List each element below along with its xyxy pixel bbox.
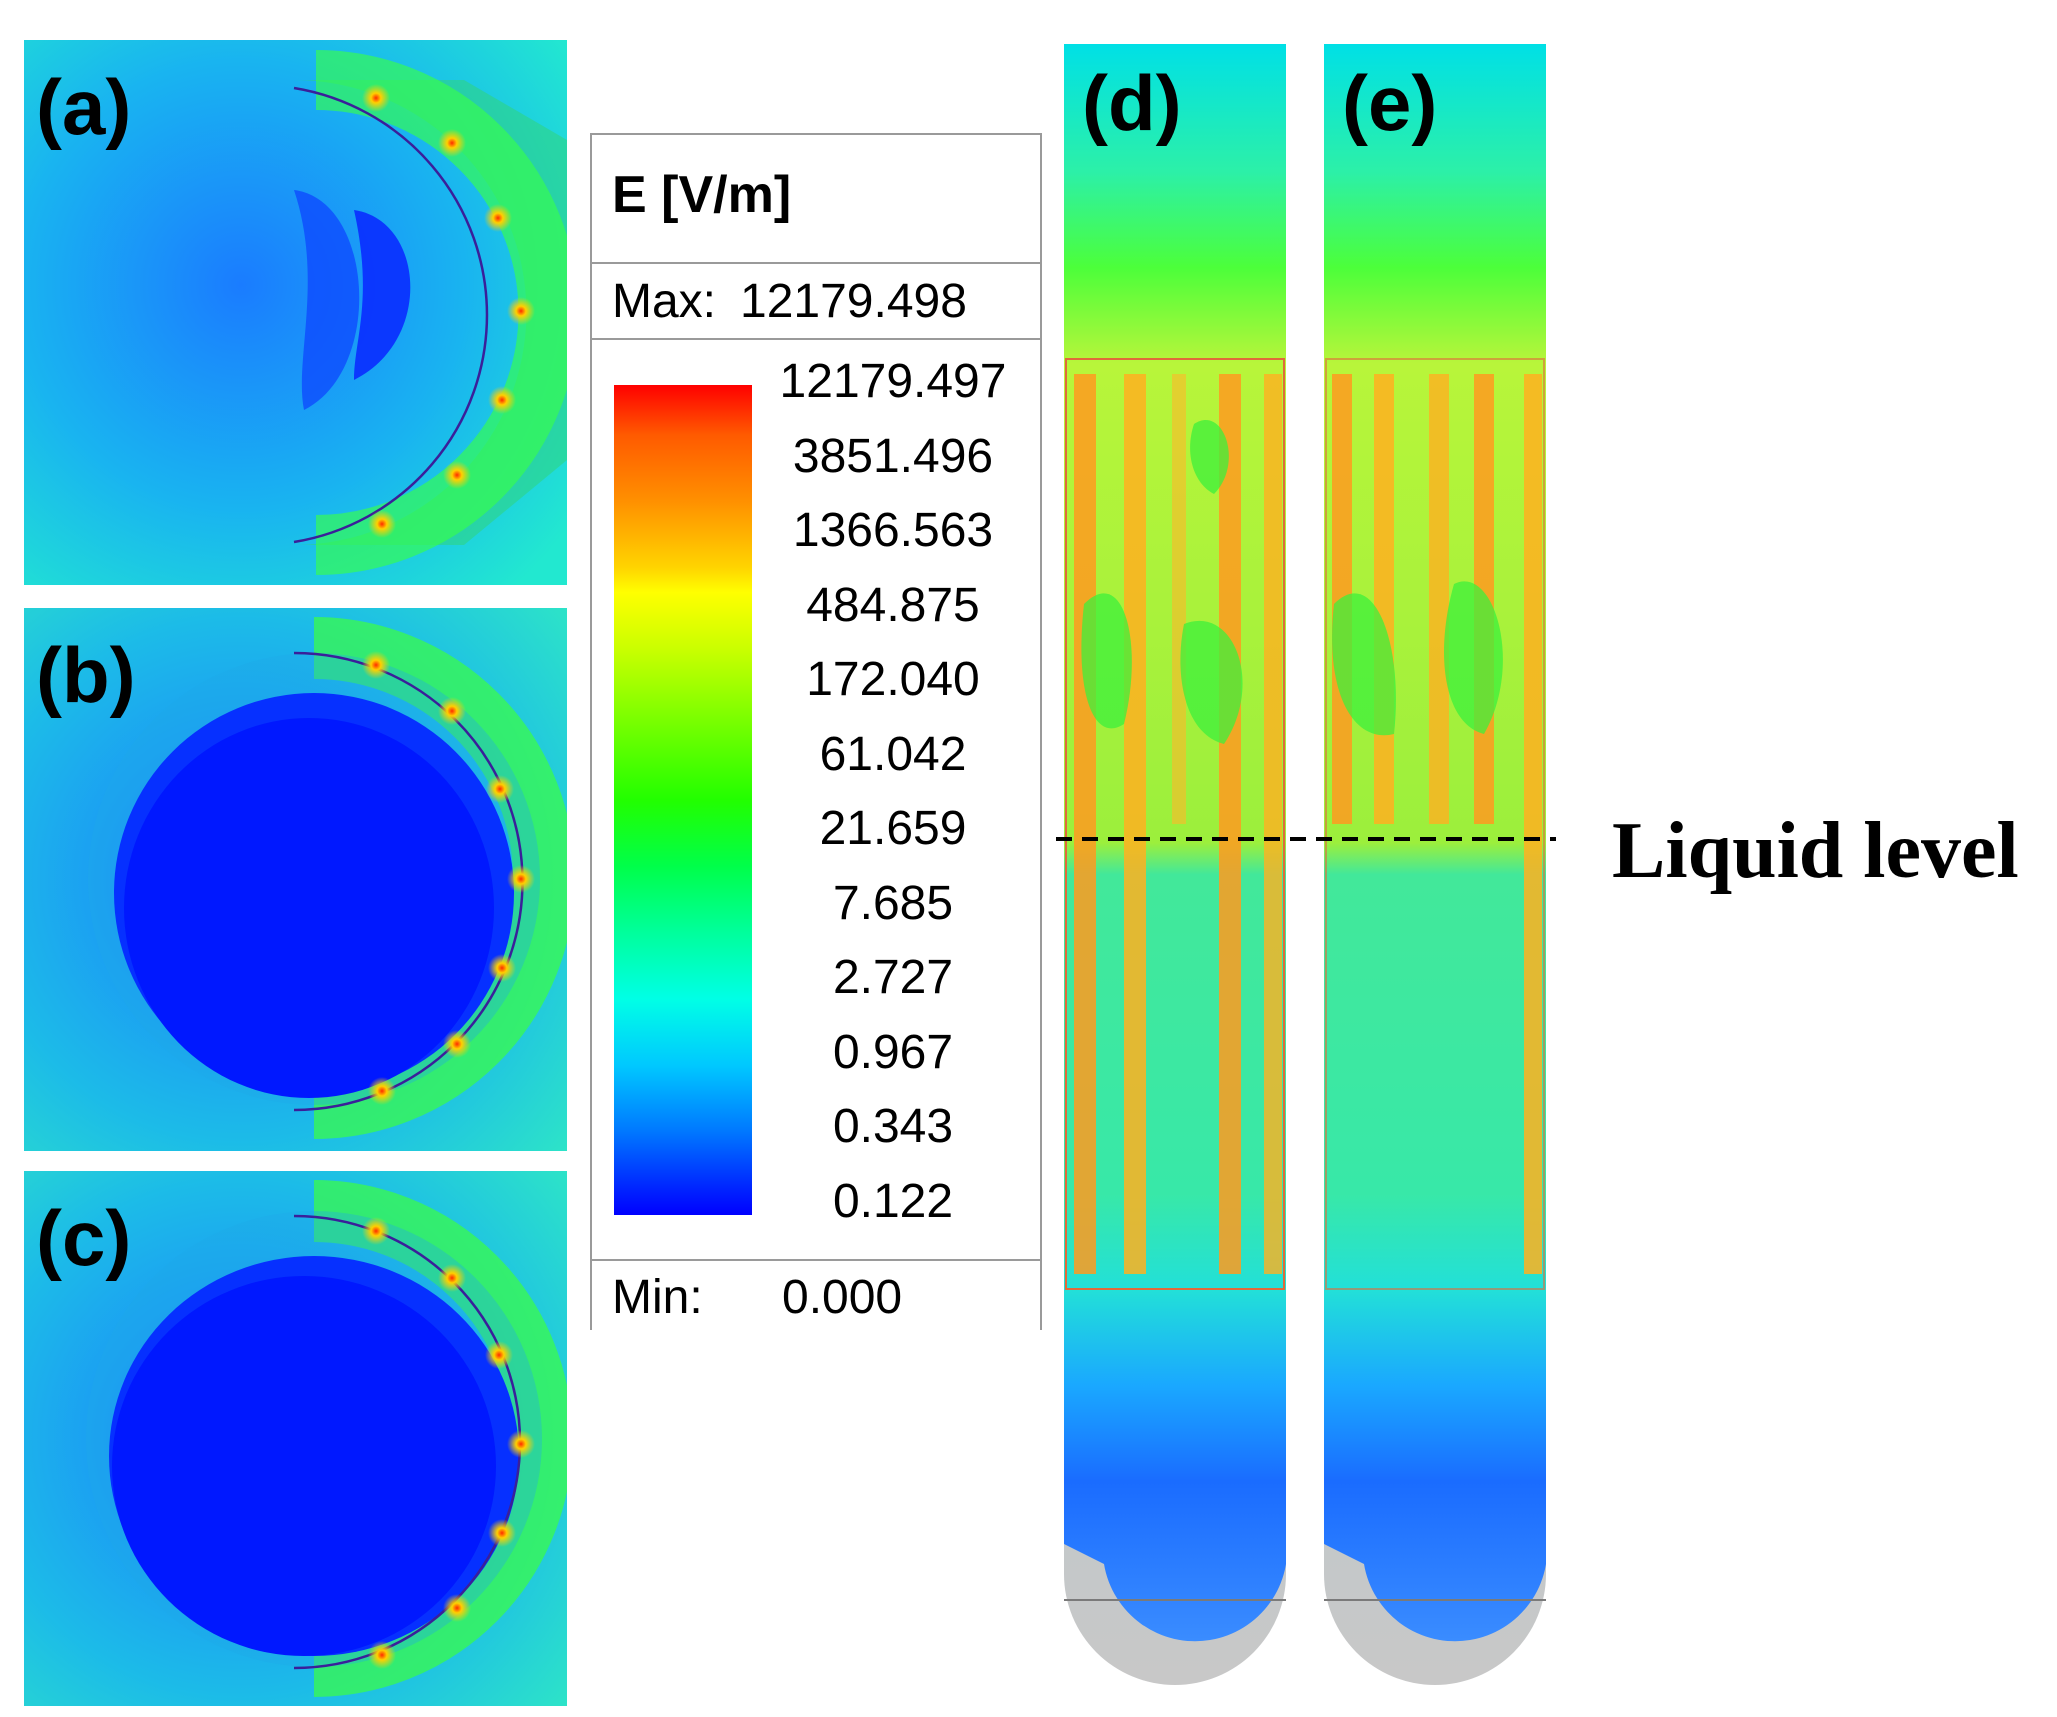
legend-min-divider [592,1259,1040,1261]
electrode-stripes-d [1065,358,1285,1290]
colorbar-tick-label: 172.040 [806,653,980,706]
panel-a-field-map: (a) [24,40,567,585]
hotspots-a [362,84,535,538]
color-legend: E [V/m] Max: 12179.498 12179.497 3851.496… [590,133,1042,1330]
panel-label-a: (a) [36,63,132,151]
legend-title-row: E [V/m] [592,135,1040,264]
legend-max-value: 12179.498 [740,275,967,328]
colorbar-tick-label: 12179.497 [779,355,1007,408]
field-map-c [24,1171,567,1706]
panel-e-field-map: (e) [1324,44,1546,1696]
panel-label-d: (d) [1082,59,1182,147]
field-map-d [1064,44,1286,1685]
legend-max-label: Max: [612,275,717,328]
field-map-a [24,40,567,585]
colorbar-tick-label: 61.042 [819,727,967,781]
colorbar-tick-label: 21.659 [819,802,967,855]
legend-min-value: 0.000 [782,1271,903,1324]
colorbar-tick-label: 7.685 [832,876,954,930]
panel-d-field-map: (d) [1064,44,1286,1696]
green-patches-e [1332,581,1503,736]
liquid-level-label: Liquid level [1612,807,2019,895]
colorbar-tick-label: 1366.563 [792,504,994,557]
colorbar-tick-label: 3851.496 [792,429,994,483]
liquid-level-line [1056,837,1556,841]
colorbar-tick-label: 0.122 [832,1174,954,1228]
colorbar [614,385,752,1215]
panel-label-e: (e) [1342,59,1438,147]
hotspots-c [362,1217,535,1669]
legend-min-label: Min: [612,1271,703,1324]
hotspots-b [362,651,535,1105]
legend-max-row: Max: 12179.498 [592,264,1040,340]
panel-label-c: (c) [36,1194,132,1282]
panel-label-b: (b) [36,631,136,719]
colorbar-tick-label: 2.727 [832,951,954,1004]
legend-title: E [V/m] [612,166,792,224]
field-map-e [1324,44,1546,1685]
colorbar-tick-label: 0.343 [832,1100,954,1153]
colorbar-tick-label: 484.875 [806,578,980,632]
green-patches-d [1081,420,1243,744]
panel-b-field-map: (b) [24,608,567,1151]
panel-c-field-map: (c) [24,1171,567,1706]
colorbar-tick-label: 0.967 [832,1025,954,1079]
field-map-b [24,608,567,1151]
